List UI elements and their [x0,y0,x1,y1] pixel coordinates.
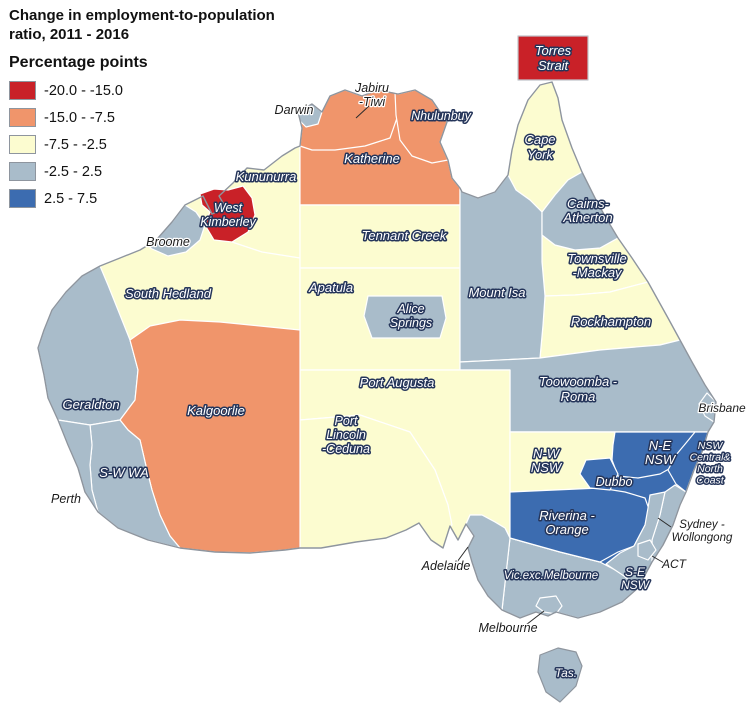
region-mount-isa [459,174,546,363]
region-act [637,539,657,561]
coastline [37,81,717,619]
label-ne-nsw: N-E NSW [645,438,677,467]
map-title-line2: ratio, 2011 - 2016 [9,26,130,43]
leader-line-4 [456,546,469,563]
label-townsville-mackay: Townsville -Mackay [567,251,627,280]
label-sw-wa: S-W WA [99,465,149,480]
legend-heading: Percentage points [9,54,148,71]
label-perth: Perth [51,492,81,506]
legend-label-4: 2.5 - 7.5 [44,190,98,207]
label-kununurra: Kununurra [236,169,297,184]
label-rockhampton: Rockhampton [571,314,651,329]
label-port-lincoln-ceduna: Port Lincoln -Ceduna [322,414,370,456]
label-west-kimberley: West Kimberley [200,201,256,229]
label-toowoomba-roma: Toowoomba -Roma [539,374,618,404]
label-alice-springs: Alice Springs [390,302,432,330]
region-boundary-0 [231,241,301,259]
label-broome: Broome [146,235,190,249]
map-title-line1: Change in employment-to-population [9,7,275,24]
label-cape-york: Cape York [524,132,555,162]
legend-label-1: -15.0 - -7.5 [44,109,115,126]
leader-line-5 [521,610,545,629]
label-sydney-wollongong: Sydney -Wollongong [672,519,733,544]
label-nw-nsw: N-W NSW [531,446,563,475]
leader-line-3 [651,555,665,564]
leader-line-2 [657,517,672,528]
region-melbourne [535,595,563,615]
label-port-augusta: Port Augusta [360,375,435,390]
legend-swatch-0 [9,81,36,100]
region-dubbo [579,457,619,491]
region-tasmania [537,647,583,703]
label-vic-exc-melbourne: Vic.exc.Melbourne [504,570,598,582]
legend-label-3: -2.5 - 2.5 [44,163,103,180]
label-se-nsw: S-E NSW [621,565,651,592]
legend: Percentage points -20.0 - -15.0 -15.0 - -… [9,54,148,216]
label-riverina-orange: Riverina -Orange [539,508,595,537]
legend-item-2: -7.5 - -2.5 [9,135,148,154]
label-act: ACT [661,557,688,571]
map-title: Change in employment-to-population ratio… [9,6,275,44]
legend-items: -20.0 - -15.0 -15.0 - -7.5 -7.5 - -2.5 -2.5… [9,81,148,208]
label-dubbo: Dubbo [596,475,633,489]
label-south-hedland: South Hedland [125,286,212,301]
label-adelaide: Adelaide [421,559,471,573]
label-nhulunbuy: Nhulunbuy [411,109,472,123]
label-geraldton: Geraldton [62,397,119,412]
legend-label-2: -7.5 - -2.5 [44,136,107,153]
legend-item-0: -20.0 - -15.0 [9,81,148,100]
label-katherine: Katherine [344,151,400,166]
region-torres-strait [517,35,589,81]
label-darwin: Darwin [275,103,314,117]
region-alice-springs [363,295,447,339]
label-torres-strait: Torres Strait [535,43,572,73]
legend-item-4: 2.5 - 7.5 [9,189,148,208]
label-melbourne: Melbourne [478,621,537,635]
label-tas: Tas. [555,666,577,680]
legend-item-3: -2.5 - 2.5 [9,162,148,181]
legend-swatch-1 [9,108,36,127]
label-mount-isa: Mount Isa [468,285,525,300]
legend-swatch-4 [9,189,36,208]
label-nsw-central-north-coast: NSW Central& North Coast [690,440,731,487]
leader-line-0 [302,106,313,115]
label-tennant-creek: Tennant Creek [362,228,448,243]
region-west-kimberley [199,185,256,243]
label-brisbane: Brisbane [698,401,746,415]
label-cairns-atherton: Cairns-Atherton [562,196,612,225]
label-apatula: Apatula [308,280,353,295]
label-jabiru-tiwi: Jabiru -Tiwi [354,81,389,109]
label-kalgoorlie: Kalgoorlie [187,403,245,418]
legend-label-0: -20.0 - -15.0 [44,82,123,99]
legend-item-1: -15.0 - -7.5 [9,108,148,127]
legend-swatch-3 [9,162,36,181]
leader-line-1 [355,105,370,119]
legend-swatch-2 [9,135,36,154]
